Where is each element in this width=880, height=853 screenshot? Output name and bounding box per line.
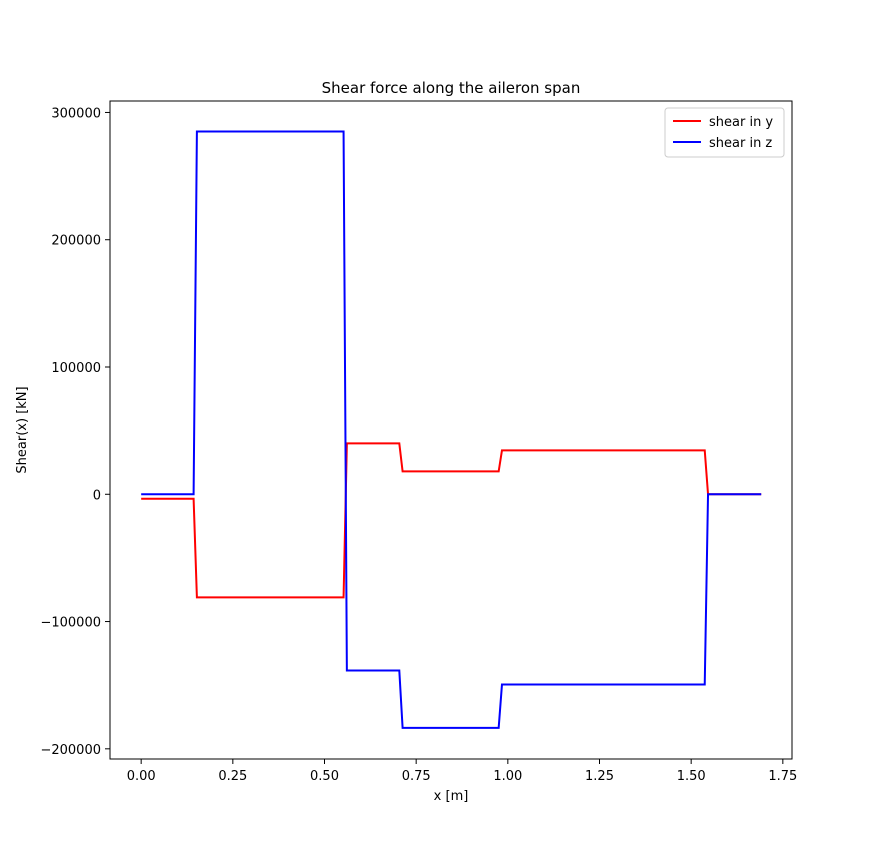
chart-title: Shear force along the aileron span bbox=[322, 79, 581, 97]
legend: shear in y shear in z bbox=[664, 107, 785, 158]
y-axis-label: Shear(x) [kN] bbox=[15, 386, 30, 473]
x-tick-label: 1.50 bbox=[677, 769, 706, 784]
axes-frame bbox=[109, 100, 793, 760]
y-tick-label: −200000 bbox=[40, 743, 101, 758]
x-axis-label: x [m] bbox=[434, 789, 469, 804]
y-tick-label: 300000 bbox=[51, 106, 101, 121]
x-tick-label: 0.00 bbox=[127, 769, 156, 784]
series-line-shear-z bbox=[141, 130, 762, 729]
legend-label-shear-z: shear in z bbox=[709, 136, 772, 151]
y-tick-label: 0 bbox=[93, 488, 101, 503]
series-line-shear-y bbox=[141, 442, 762, 599]
x-tick-label: 1.00 bbox=[493, 769, 522, 784]
plot-layer: 0.00 0.25 0.50 0.75 1.00 1.25 1.50 1.75 −200000 −… bbox=[40, 100, 797, 784]
y-tick-label: 100000 bbox=[51, 361, 101, 376]
x-tick-label: 1.25 bbox=[585, 769, 614, 784]
x-tick-label: 0.75 bbox=[402, 769, 431, 784]
y-tick-label: 200000 bbox=[51, 234, 101, 249]
x-tick-label: 0.50 bbox=[310, 769, 339, 784]
y-tick-label: −100000 bbox=[40, 616, 101, 631]
x-tick-label: 0.25 bbox=[218, 769, 247, 784]
legend-label-shear-y: shear in y bbox=[709, 115, 773, 130]
x-tick-label: 1.75 bbox=[768, 769, 797, 784]
